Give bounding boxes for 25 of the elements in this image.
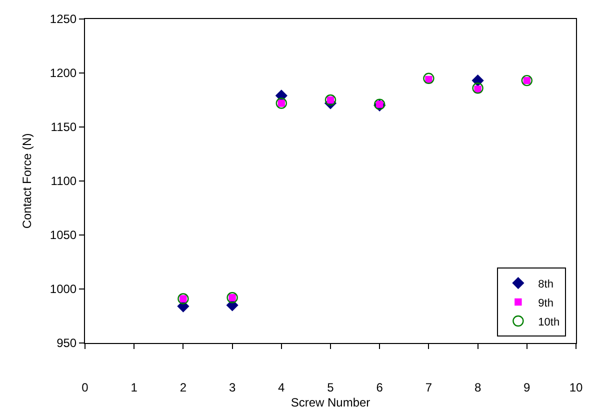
legend-label: 9th [538,297,554,310]
legend-label: 8th [538,278,554,290]
point [423,72,434,84]
x-axis-title: Screw Number [290,395,370,410]
y-tick-label: 1250 [50,12,77,26]
x-tick-label: 1 [130,380,138,394]
x-tick-label: 3 [228,380,236,394]
x-tick-label: 0 [82,380,89,394]
legend-label: 10th [538,316,560,328]
x-tick-label: 5 [327,380,334,394]
y-tick-label: 1000 [50,282,77,296]
x-tick-label: 8 [474,380,482,394]
y-tick-label: 1150 [50,120,77,134]
y-tick-label: 950 [56,336,77,350]
x-tick-label: 2 [180,380,187,394]
y-tick-label: 1100 [50,174,77,188]
x-tick-label: 10 [569,380,583,394]
y-axis-title: Contact Force (N) [20,133,34,229]
x-tick-label: 6 [376,380,384,394]
point [472,82,484,94]
y-tick-label: 1050 [50,228,77,242]
x-tick-label: 9 [524,380,531,394]
x-tick-label: 4 [278,380,286,394]
y-tick-label: 1200 [50,66,77,80]
x-tick-label: 7 [425,380,432,394]
